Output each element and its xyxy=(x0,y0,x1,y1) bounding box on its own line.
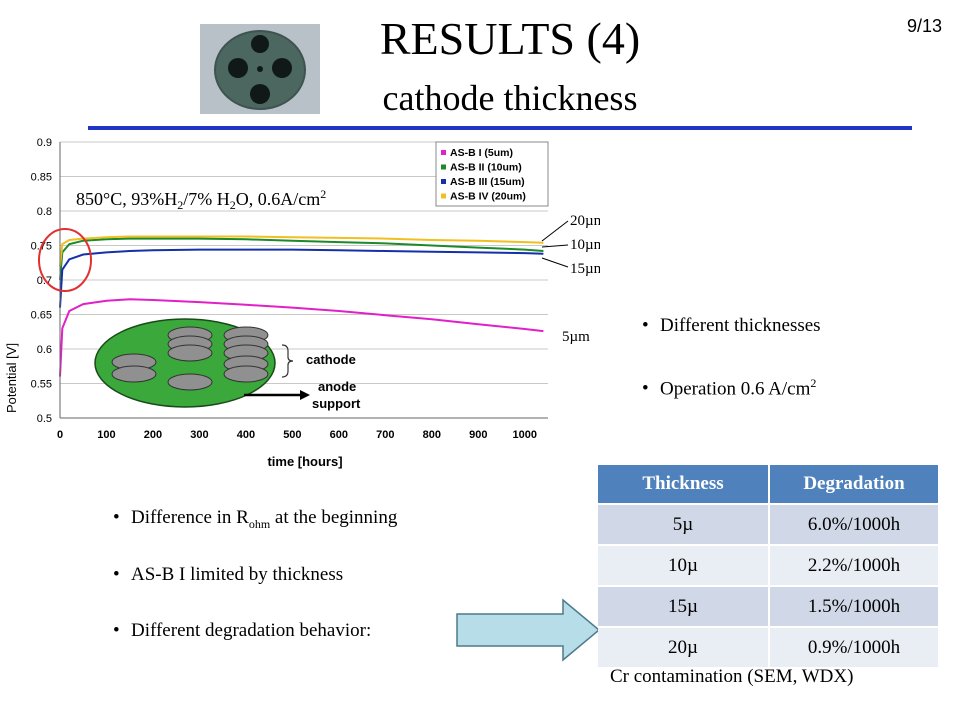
legend-entry-0: AS-B I (5um) xyxy=(450,147,513,159)
x-tick-label: 1000 xyxy=(513,429,537,441)
table-cell: 0.9%/1000h xyxy=(769,626,940,667)
table-row: 10µ 2.2%/1000h xyxy=(598,544,940,586)
y-axis-label: Potential [V] xyxy=(4,343,19,413)
end-label-0: 20µm xyxy=(570,213,600,229)
contamination-note: Cr contamination (SEM, WDX) xyxy=(610,666,854,687)
end-label-3: 5µm xyxy=(562,329,590,345)
page-number: 9/13 xyxy=(906,16,942,36)
inset-cathode-label: cathode xyxy=(306,352,356,367)
inset-support-label: support xyxy=(312,396,361,411)
slide-title: RESULTS (4) xyxy=(379,13,641,64)
table-header-thickness: Thickness xyxy=(598,465,770,504)
x-tick-label: 600 xyxy=(330,429,348,441)
y-tick-label: 0.5 xyxy=(37,413,52,425)
bullet-left-2: • Different degradation behavior: xyxy=(113,620,372,641)
series-line-1 xyxy=(59,237,544,281)
table-header-degradation: Degradation xyxy=(769,465,940,504)
right-arrow-icon xyxy=(456,598,601,662)
y-tick-label: 0.8 xyxy=(37,206,52,218)
table-row: 20µ 0.9%/1000h xyxy=(598,626,940,667)
legend-swatch-3 xyxy=(441,193,446,199)
end-label-leader xyxy=(541,244,569,248)
y-tick-label: 0.9 xyxy=(37,137,52,149)
x-axis-label: time [hours] xyxy=(267,454,342,469)
bullet-right-0: • Different thicknesses xyxy=(642,315,821,336)
table-cell: 2.2%/1000h xyxy=(769,544,940,586)
table-cell: 6.0%/1000h xyxy=(769,503,940,545)
slide-subtitle: cathode thickness xyxy=(382,78,638,118)
x-axis-ticks: 0 100 200 300 400 500 600 700 800 900 1000 xyxy=(57,429,537,441)
fuel-cell-photo xyxy=(200,24,320,114)
table-header-row: Thickness Degradation xyxy=(598,465,940,504)
x-tick-label: 500 xyxy=(283,429,301,441)
table-row: 15µ 1.5%/1000h xyxy=(598,585,940,627)
table-cell: 5µ xyxy=(598,503,770,545)
y-axis-ticks: 0.50.550.60.650.70.750.80.850.9 xyxy=(31,137,52,425)
x-tick-label: 200 xyxy=(144,429,162,441)
x-tick-label: 300 xyxy=(190,429,208,441)
chart-series xyxy=(59,235,544,377)
end-label-leader xyxy=(541,257,569,268)
x-tick-label: 700 xyxy=(376,429,394,441)
x-tick-label: 900 xyxy=(469,429,487,441)
end-label-1: 10µm xyxy=(570,237,600,253)
y-tick-label: 0.6 xyxy=(37,344,52,356)
conditions-label: 850°C, 93%H2/7% H2O, 0.6A/cm2 xyxy=(76,187,326,212)
legend-swatch-0 xyxy=(441,150,446,155)
legend-swatch-1 xyxy=(441,164,446,170)
degradation-table: Thickness Degradation 5µ 6.0%/1000h 10µ … xyxy=(598,465,940,667)
series-line-0 xyxy=(59,298,544,377)
chart-legend: AS-B I (5um) AS-B II (10um) AS-B III (15um… xyxy=(435,141,549,207)
legend-box xyxy=(435,141,549,207)
legend-entry-2: AS-B III (15um) xyxy=(450,176,525,188)
table-cell: 20µ xyxy=(598,626,770,667)
series-end-labels: 20µm 10µm 15µm 5µm xyxy=(541,213,600,345)
x-tick-label: 0 xyxy=(57,429,63,441)
bullet-left-1: • AS-B I limited by thickness xyxy=(113,564,344,585)
chart-gridlines xyxy=(60,141,548,419)
chart-axes xyxy=(59,142,548,419)
cell-inset xyxy=(94,318,310,408)
x-tick-label: 400 xyxy=(237,429,255,441)
highlight-circle xyxy=(38,228,92,292)
potential-chart: 0 100 200 300 400 500 600 700 800 900 1000 0.5 0.55… xyxy=(4,137,600,469)
legend-swatch-2 xyxy=(441,179,446,184)
x-tick-label: 100 xyxy=(97,429,115,441)
table-cell: 1.5%/1000h xyxy=(769,585,940,627)
end-label-2: 15µm xyxy=(570,261,600,277)
series-line-3 xyxy=(59,235,544,267)
y-tick-label: 0.85 xyxy=(31,172,52,184)
legend-entry-3: AS-B IV (20um) xyxy=(450,191,526,203)
series-line-2 xyxy=(59,248,544,308)
title-underline xyxy=(88,126,912,130)
bullet-right-1: • Operation 0.6 A/cm2 xyxy=(642,376,817,400)
end-label-leader xyxy=(541,220,569,242)
x-tick-label: 800 xyxy=(423,429,441,441)
table-row: 5µ 6.0%/1000h xyxy=(598,503,940,545)
y-tick-label: 0.65 xyxy=(31,310,52,322)
y-tick-label: 0.55 xyxy=(31,379,52,391)
table-cell: 10µ xyxy=(598,544,770,586)
legend-entry-1: AS-B II (10um) xyxy=(450,162,522,174)
inset-anode-label: anode xyxy=(318,379,356,394)
bullet-left-0: • Difference in Rohm at the beginning xyxy=(113,507,398,531)
table-cell: 15µ xyxy=(598,585,770,627)
